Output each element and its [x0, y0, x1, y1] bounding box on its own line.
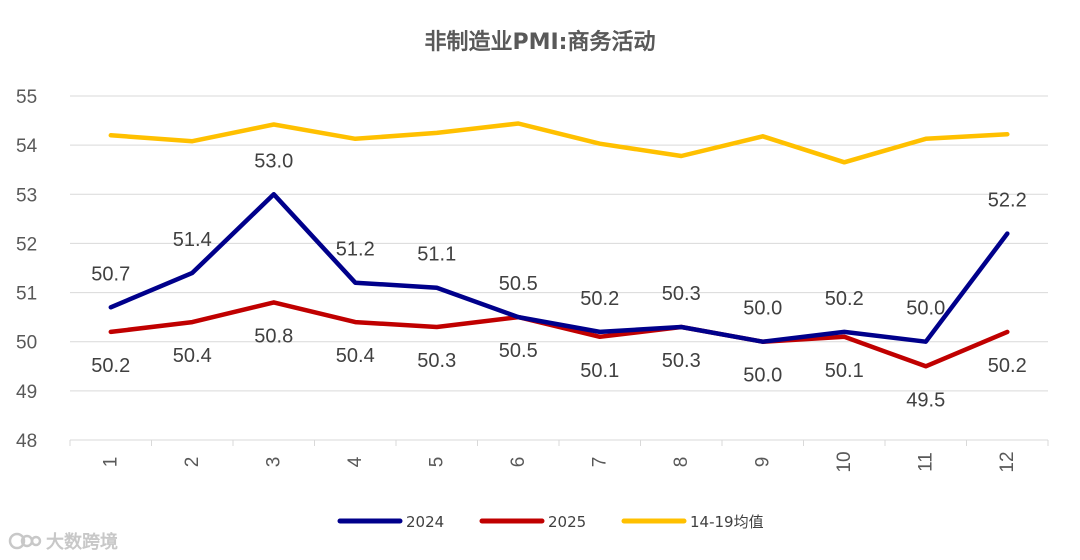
y-tick-label: 54: [16, 136, 38, 157]
legend-label: 2025: [548, 513, 586, 531]
legend-label: 2024: [406, 513, 444, 531]
data-label: 52.2: [988, 190, 1027, 212]
data-label: 50.2: [988, 355, 1027, 377]
x-tick-label: 1: [100, 457, 121, 468]
y-tick-label: 48: [16, 431, 37, 452]
data-label: 51.2: [336, 239, 375, 261]
x-axis: 1 2 3 4 5 6 7 8 9 10 11 12: [69, 440, 1049, 473]
data-label: 50.0: [906, 298, 945, 320]
x-tick-label: 3: [263, 457, 284, 468]
y-tick-label: 55: [16, 87, 37, 108]
data-label: 51.1: [417, 244, 456, 266]
series-line-14-19均值: [108, 121, 1010, 165]
x-tick-label: 10: [834, 451, 855, 472]
data-label: 50.5: [499, 340, 538, 362]
data-label: 50.2: [91, 355, 130, 377]
data-label: 51.4: [173, 229, 212, 251]
y-tick-label: 50: [16, 333, 37, 354]
watermark-text: 大数跨境: [46, 532, 118, 553]
x-tick-label: 8: [671, 457, 692, 468]
data-label: 50.3: [662, 283, 701, 305]
data-label: 50.5: [499, 273, 538, 295]
series-layer: [108, 121, 1010, 369]
y-axis: 48 49 50 51 52 53 54 55: [16, 87, 38, 452]
data-label: 50.3: [662, 350, 701, 372]
x-tick-label: 6: [508, 457, 529, 468]
x-tick-label: 9: [752, 457, 773, 468]
grid: [70, 95, 1048, 441]
watermark-logo-icon: [8, 532, 42, 550]
x-tick-label: 12: [997, 451, 1018, 472]
series-line-2025: [108, 300, 1010, 369]
data-label: 53.0: [254, 150, 293, 172]
x-tick-label: 2: [182, 457, 203, 468]
chart-title: 非制造业PMI:商务活动: [424, 29, 655, 55]
data-label: 50.0: [743, 298, 782, 320]
y-tick-label: 51: [16, 284, 37, 305]
data-label: 50.1: [825, 360, 864, 382]
data-label: 50.4: [336, 345, 375, 367]
data-labels: 50.7 51.4 53.0 51.2 51.1 50.5 50.2 50.3 50.0 50.2…: [91, 150, 1026, 411]
x-tick-label: 11: [915, 452, 936, 472]
series-line-2024: [108, 192, 1010, 344]
x-tick-label: 5: [426, 457, 447, 468]
legend-label: 14-19均值: [690, 513, 764, 531]
y-tick-label: 49: [16, 382, 37, 403]
data-label: 50.0: [743, 365, 782, 387]
data-label: 50.1: [580, 360, 619, 382]
data-label: 50.2: [580, 288, 619, 310]
data-label: 50.2: [825, 288, 864, 310]
data-label: 50.3: [417, 350, 456, 372]
x-tick-label: 7: [589, 457, 610, 468]
y-tick-label: 53: [16, 185, 37, 206]
data-label: 50.7: [91, 263, 130, 285]
data-label: 50.8: [254, 325, 293, 347]
data-label: 49.5: [906, 389, 945, 411]
data-label: 50.4: [173, 345, 212, 367]
legend[interactable]: 2024 2025 14-19均值: [337, 513, 764, 531]
x-tick-label: 4: [345, 456, 366, 467]
y-tick-label: 52: [16, 234, 37, 255]
watermark: 大数跨境: [8, 528, 118, 554]
